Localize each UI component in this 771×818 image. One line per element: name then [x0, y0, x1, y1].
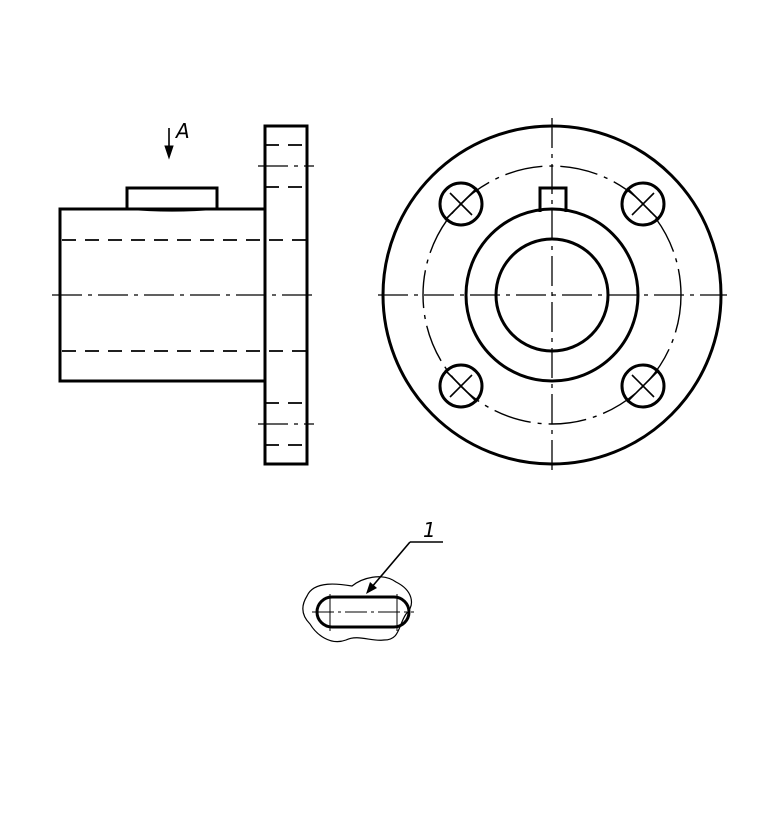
- leader-line: [370, 541, 411, 589]
- bolt-hole-top-left: [438, 181, 484, 227]
- bolt-hole-bottom-left: [438, 363, 484, 409]
- end-view: [378, 118, 727, 470]
- detail-view: 1: [302, 518, 443, 643]
- key-end-view: [538, 186, 568, 212]
- leader-arrowhead: [366, 582, 377, 594]
- bolt-hole-top-right: [620, 181, 666, 227]
- break-boundary: [302, 576, 413, 643]
- detail-callout-label: 1: [423, 518, 436, 542]
- key-outline: [125, 186, 219, 209]
- key-seat-curve: [126, 208, 218, 212]
- arrow-down-icon: [164, 128, 174, 160]
- view-direction-label: A: [174, 119, 190, 143]
- bolt-hole-bottom-right: [620, 363, 666, 409]
- front-view: A: [52, 119, 318, 466]
